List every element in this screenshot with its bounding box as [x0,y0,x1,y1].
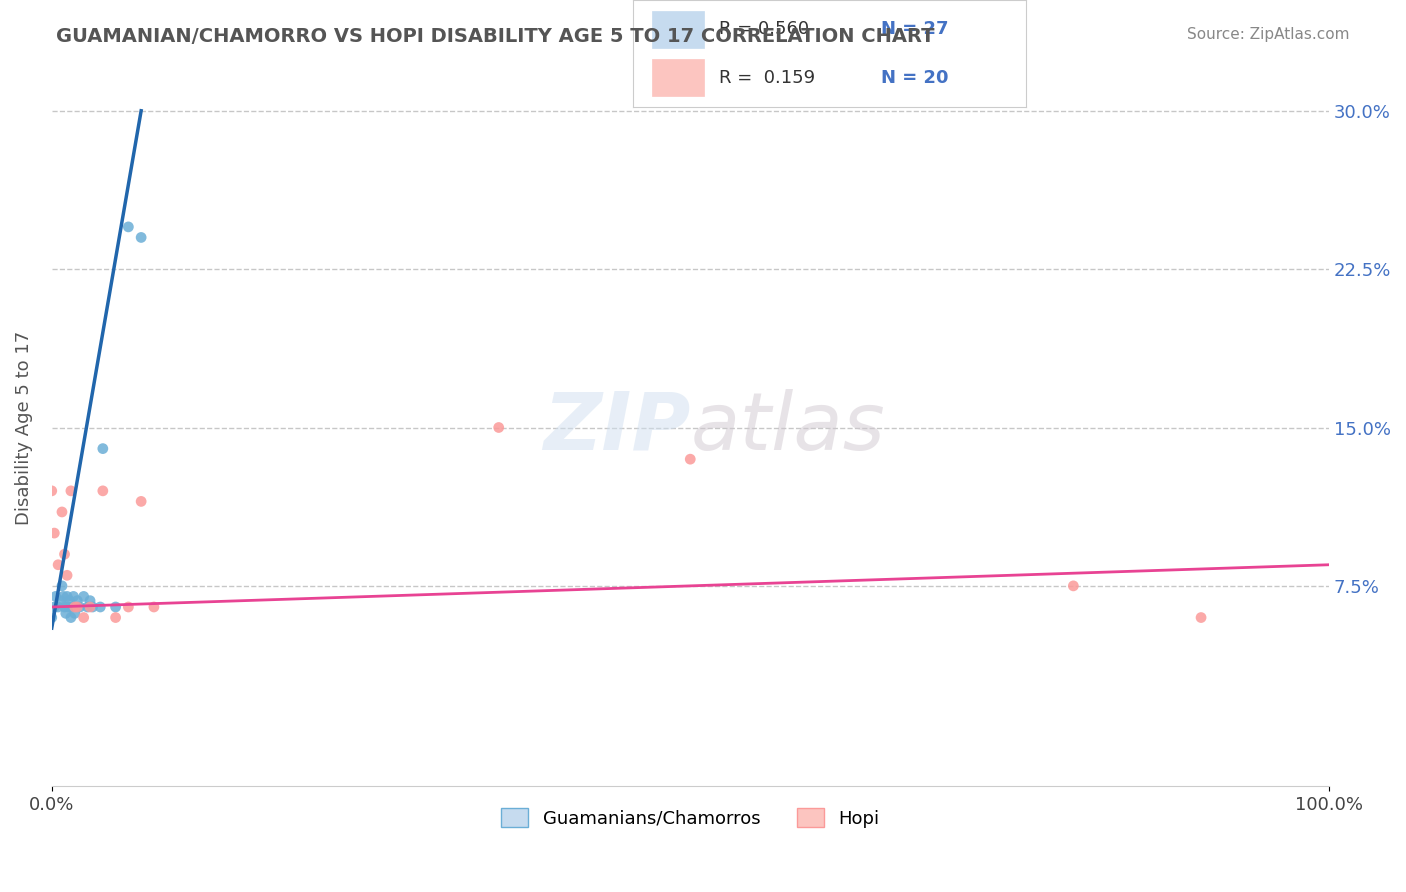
Point [59,593,82,607]
Text: N = 20: N = 20 [880,69,948,87]
Point [129,230,152,244]
Point [58,599,80,614]
Point [52,590,75,604]
Y-axis label: Disability Age 5 to 17: Disability Age 5 to 17 [15,330,32,524]
Point [69,599,91,614]
Point [73,610,96,624]
Bar [652,59,703,96]
Point [44,526,66,541]
Point [679,452,702,467]
Point [45,590,67,604]
Text: R = 0.560: R = 0.560 [720,21,810,38]
Point [62,590,84,604]
Text: R =  0.159: R = 0.159 [720,69,815,87]
Point [104,599,127,614]
Point [142,599,165,614]
Point [117,219,139,234]
Point [104,610,127,624]
Point [53,547,76,561]
Point [55,607,77,621]
Point [56,568,79,582]
Legend: Guamanians/Chamorros, Hopi: Guamanians/Chamorros, Hopi [494,801,886,835]
Point [53,599,76,614]
Point [56,590,79,604]
Point [91,483,114,498]
Point [1062,579,1084,593]
Point [129,494,152,508]
Point [63,599,86,614]
Point [82,599,104,614]
Point [1189,610,1212,624]
Point [66,599,89,614]
Point [91,442,114,456]
Point [63,607,86,621]
Point [46,599,69,614]
Point [49,593,72,607]
Point [89,599,111,614]
Point [59,610,82,624]
Point [44,599,66,614]
Point [51,579,73,593]
Point [41,610,63,624]
Point [79,593,101,607]
Point [76,599,98,614]
Point [59,483,82,498]
Point [51,505,73,519]
Point [60,599,83,614]
Text: N = 27: N = 27 [880,21,948,38]
Text: atlas: atlas [690,389,884,467]
Text: ZIP: ZIP [543,389,690,467]
Point [73,590,96,604]
Bar [652,11,703,48]
Text: GUAMANIAN/CHAMORRO VS HOPI DISABILITY AGE 5 TO 17 CORRELATION CHART: GUAMANIAN/CHAMORRO VS HOPI DISABILITY AG… [56,27,935,45]
Point [41,483,63,498]
Point [79,599,101,614]
Point [66,593,89,607]
Point [117,599,139,614]
Text: Source: ZipAtlas.com: Source: ZipAtlas.com [1187,27,1350,42]
Point [488,420,510,434]
Point [46,558,69,572]
